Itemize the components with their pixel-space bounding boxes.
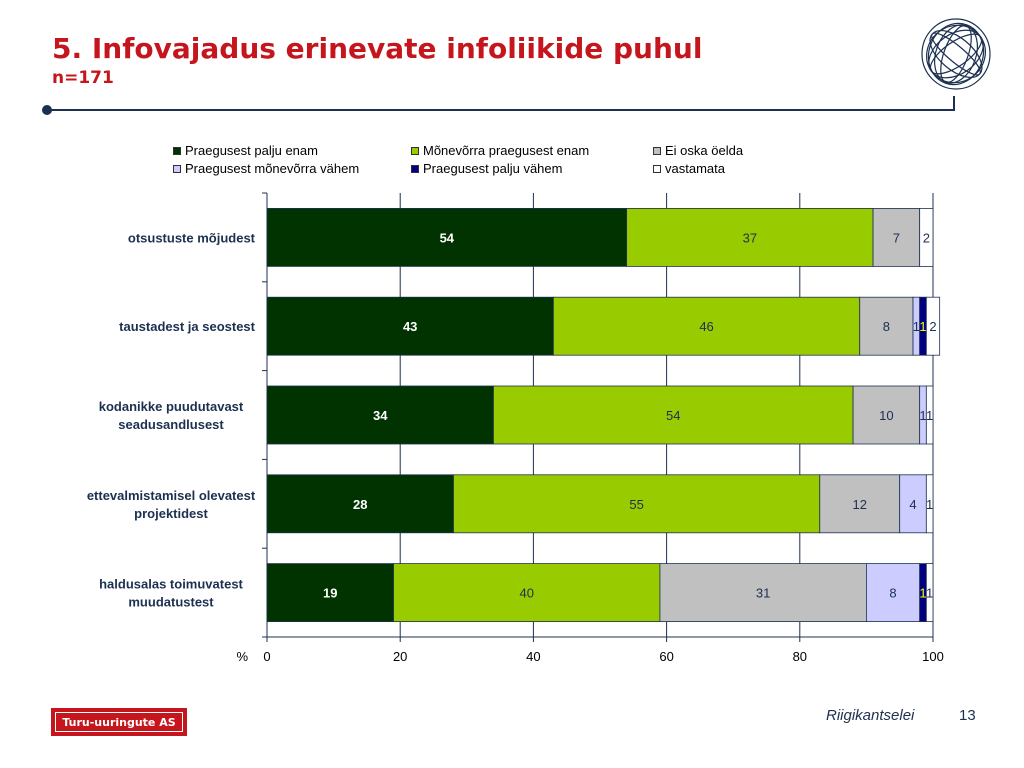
- legend-item: Praegusest mõnevõrra vähem: [173, 161, 359, 176]
- bar-segment: [493, 385, 854, 445]
- bar-segment: [626, 207, 874, 267]
- header-rule-end: [953, 96, 955, 110]
- data-label: 43: [403, 319, 417, 334]
- bar-segment: [453, 474, 821, 534]
- header-rule-dot: [42, 105, 52, 115]
- legend-label: Praegusest palju enam: [185, 143, 318, 158]
- category-label: muudatustest: [128, 595, 214, 610]
- data-label: 12: [853, 497, 867, 512]
- data-label: 2: [929, 319, 936, 334]
- legend-label: Praegusest mõnevõrra vähem: [185, 161, 360, 176]
- data-label: 54: [666, 408, 680, 423]
- legend-label: Praegusest palju vähem: [423, 161, 563, 176]
- data-label: 40: [520, 586, 534, 601]
- sample-size: n=171: [52, 68, 114, 88]
- bar-segment: [899, 474, 927, 534]
- data-label: 34: [373, 408, 388, 423]
- bar-segment: [393, 563, 661, 622]
- bar-segment: [925, 474, 934, 534]
- bar-segment: [919, 207, 934, 267]
- category-label: ettevalmistamisel olevatest: [87, 488, 256, 503]
- x-axis-unit: %: [236, 649, 248, 664]
- bar-segment: [925, 385, 934, 445]
- legend-item: Praegusest palju enam: [173, 143, 318, 158]
- legend-item: vastamata: [653, 161, 725, 176]
- x-tick-label: 80: [793, 649, 807, 664]
- bar-segment: [552, 296, 861, 356]
- bar-segment: [819, 474, 901, 534]
- globe-logo-icon: [921, 18, 991, 90]
- category-label: taustadest ja seostest: [119, 319, 256, 334]
- category-label: seadusandlusest: [118, 417, 224, 432]
- data-label: 10: [879, 408, 893, 423]
- data-label: 54: [440, 230, 455, 245]
- category-label: projektidest: [134, 506, 208, 521]
- data-label: 37: [743, 230, 757, 245]
- legend-label: Mõnevõrra praegusest enam: [423, 143, 590, 158]
- bar-segment: [925, 296, 941, 356]
- data-label: 4: [909, 497, 916, 512]
- data-label: 46: [699, 319, 713, 334]
- bar-segment: [872, 207, 921, 267]
- data-label: 8: [883, 319, 890, 334]
- bar-segment: [659, 563, 867, 622]
- x-tick-label: 60: [659, 649, 673, 664]
- legend-item: Mõnevõrra praegusest enam: [411, 143, 589, 158]
- category-label: kodanikke puudutavast: [99, 399, 244, 414]
- x-tick-label: 40: [526, 649, 540, 664]
- data-label: 1: [926, 408, 933, 423]
- x-tick-label: 0: [263, 649, 270, 664]
- data-label: 28: [353, 497, 367, 512]
- bar-segment: [866, 563, 921, 622]
- company-logo-text: Turu-uuringute AS: [62, 715, 176, 729]
- legend-label: Ei oska öelda: [665, 143, 744, 158]
- slide-title: 5. Infovajadus erinevate infoliikide puh…: [52, 32, 703, 65]
- bar-segment: [266, 296, 554, 356]
- x-tick-label: 20: [393, 649, 407, 664]
- legend-swatch: [411, 164, 419, 173]
- category-label: haldusalas toimuvatest: [99, 577, 243, 592]
- bar-segment: [266, 474, 454, 534]
- category-label: otsustuste mõjudest: [128, 230, 256, 245]
- footer-organization: Riigikantselei: [826, 707, 915, 724]
- data-label: 19: [323, 586, 337, 601]
- bar-segment: [266, 207, 628, 267]
- data-label: 55: [629, 497, 643, 512]
- data-label: 1: [913, 319, 920, 334]
- bar-segment: [852, 385, 921, 445]
- data-label: 1: [919, 408, 926, 423]
- header-rule: [46, 109, 955, 111]
- data-label: 1: [919, 319, 926, 334]
- x-tick-label: 100: [922, 649, 944, 664]
- bar-segment: [859, 296, 914, 356]
- data-label: 1: [926, 586, 933, 601]
- data-label: 1: [919, 586, 926, 601]
- page-number: 13: [959, 707, 976, 724]
- legend-swatch: [653, 164, 661, 173]
- legend-item: Praegusest palju vähem: [411, 161, 562, 176]
- legend-swatch: [411, 146, 419, 155]
- bar-segment: [266, 385, 494, 445]
- data-label: 1: [926, 497, 933, 512]
- legend-swatch: [173, 164, 181, 173]
- bar-segment: [925, 563, 934, 622]
- legend-label: vastamata: [665, 161, 725, 176]
- data-label: 31: [756, 586, 770, 601]
- company-logo: Turu-uuringute AS: [51, 708, 187, 736]
- legend-item: Ei oska öelda: [653, 143, 743, 158]
- legend-swatch: [173, 146, 181, 155]
- data-label: 8: [889, 586, 896, 601]
- data-label: 2: [923, 230, 930, 245]
- legend-swatch: [653, 146, 661, 155]
- data-label: 7: [893, 230, 900, 245]
